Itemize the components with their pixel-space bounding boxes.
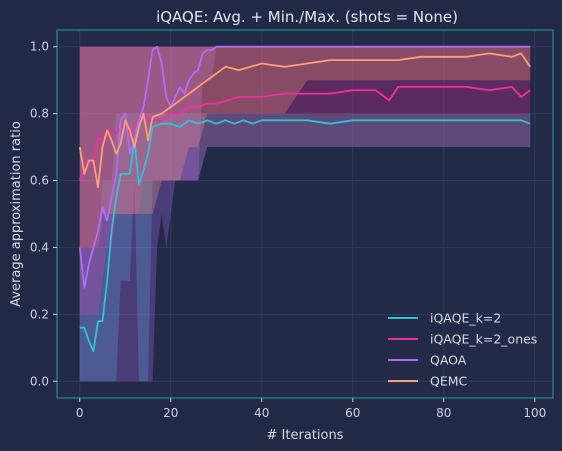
plot-area — [57, 30, 553, 398]
band-QAOA — [79, 46, 531, 382]
line-iQAQE_k=2 — [79, 119, 531, 353]
legend-label: iQAQE_k=2 — [430, 311, 501, 326]
band-iQAQE_k=2 — [79, 113, 531, 382]
chart-title: iQAQE: Avg. + Min./Max. (shots = None) — [156, 8, 458, 26]
legend: iQAQE_k=2 iQAQE_k=2_ones QAOA QEMC — [388, 311, 537, 389]
y-tick-label: 0.8 — [30, 107, 49, 121]
x-tick-label: 0 — [76, 406, 84, 420]
line-iQAQE_k=2_ones — [78, 86, 531, 181]
axes-frame — [56, 29, 554, 399]
x-tick-label: 60 — [345, 406, 360, 420]
x-axis-ticks: 0 20 40 60 80 100 — [76, 398, 546, 420]
y-tick-label: 0.0 — [30, 374, 49, 388]
line-QEMC — [78, 52, 531, 189]
y-axis-label: Average approximation ratio — [9, 121, 24, 307]
x-tick-label: 100 — [523, 406, 546, 420]
minmax-bands — [79, 46, 531, 382]
plot-background — [57, 30, 553, 398]
line-QAOA — [78, 45, 531, 289]
y-tick-label: 1.0 — [30, 40, 49, 54]
x-tick-label: 40 — [254, 406, 269, 420]
y-tick-label: 0.2 — [30, 307, 49, 321]
y-axis-ticks: 0.0 0.2 0.4 0.6 0.8 1.0 — [30, 40, 57, 388]
axes-border — [56, 29, 554, 399]
legend-label: iQAQE_k=2_ones — [430, 332, 537, 347]
y-tick-label: 0.4 — [30, 240, 49, 254]
x-axis-label: # Iterations — [267, 428, 344, 443]
legend-label: QEMC — [430, 374, 468, 389]
x-tick-label: 20 — [163, 406, 178, 420]
mean-lines — [78, 45, 531, 353]
band-iQAQE_k=2_ones — [79, 46, 531, 315]
legend-label: QAOA — [430, 353, 467, 368]
y-tick-label: 0.6 — [30, 174, 49, 188]
x-tick-label: 80 — [436, 406, 451, 420]
band-QEMC — [79, 46, 531, 248]
